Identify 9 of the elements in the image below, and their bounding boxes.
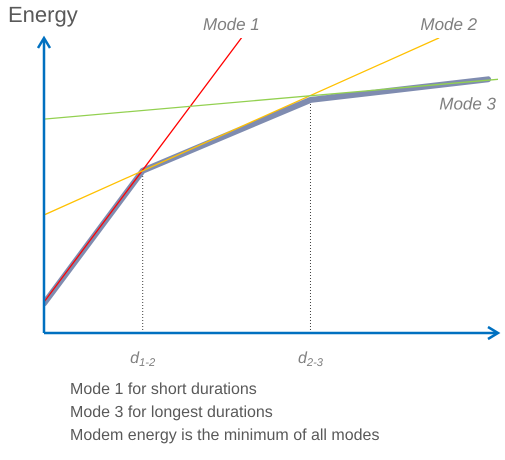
series-label: Mode 3 — [439, 94, 497, 114]
text: Mode 3 for longest durations — [70, 403, 274, 423]
text: Mode 1 for short durations — [70, 380, 258, 400]
y-axis-title: Energy — [8, 2, 78, 28]
text: Modem energy is the minimum of all modes — [70, 426, 380, 446]
x-tick-label: d$_{1-2}$ — [130, 350, 156, 370]
series-label: Mode 1 — [203, 15, 260, 34]
series-label: Mode 2 — [420, 15, 478, 34]
x-tick-label: d$_{2-3}$ — [298, 350, 324, 370]
